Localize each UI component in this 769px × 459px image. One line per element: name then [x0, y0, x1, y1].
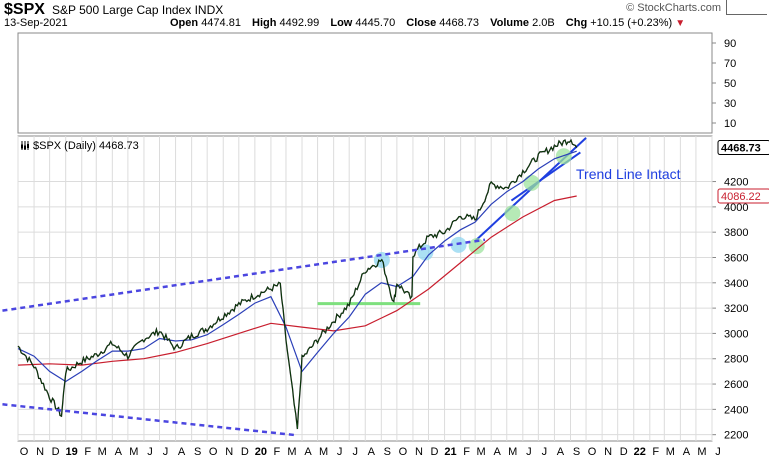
x-tick-label: S — [573, 446, 580, 458]
x-tick-label: D — [431, 446, 439, 458]
highlight-circle — [555, 148, 572, 165]
value-tag-box — [717, 140, 769, 156]
x-tick-label: 21 — [444, 446, 456, 458]
x-tick-label: S — [194, 446, 201, 458]
x-tick-label: 20 — [255, 446, 267, 458]
chart-header: $SPX S&P 500 Large Cap Index INDX 13-Sep… — [0, 0, 769, 30]
x-tick-label: N — [604, 446, 612, 458]
x-tick-label: O — [399, 446, 408, 458]
highlight-circle — [523, 174, 540, 191]
x-tick-label: A — [368, 446, 376, 458]
x-tick-label: M — [287, 446, 296, 458]
x-tick-label: A — [557, 446, 565, 458]
x-tick-label: F — [274, 446, 281, 458]
short-moving-average-line — [17, 150, 577, 383]
upper-y-tick-label: 10 — [724, 118, 736, 130]
symbol-description: S&P 500 Large Cap Index INDX — [52, 3, 224, 17]
chart-menu-corner[interactable] — [726, 0, 767, 15]
price-y-tick-label: 4200 — [724, 177, 748, 189]
upper-indicator-panel: 10 30 50 70 90 — [17, 32, 736, 134]
x-tick-label: O — [209, 446, 218, 458]
x-tick-label: J — [352, 446, 358, 458]
highlight-circle — [504, 205, 521, 222]
price-legend-label: $SPX (Daily) 4468.73 — [33, 140, 139, 152]
x-tick-label: J — [163, 446, 169, 458]
x-tick-label: N — [225, 446, 233, 458]
chart-date: 13-Sep-2021 — [4, 17, 68, 29]
down-arrow-icon: ▼ — [675, 18, 686, 29]
long-moving-average-line — [17, 195, 577, 366]
upper-y-tick-label: 90 — [724, 38, 736, 50]
plot-area — [17, 137, 587, 430]
x-tick-label: M — [129, 446, 138, 458]
x-tick-label: O — [20, 446, 29, 458]
x-tick-label: M — [508, 446, 517, 458]
value-tag-label: 4086.22 — [721, 191, 761, 203]
x-tick-label: D — [620, 446, 628, 458]
price-y-tick-label: 2600 — [724, 379, 748, 391]
highlight-circle — [468, 238, 485, 255]
symbol-title: $SPX — [4, 1, 45, 18]
upper-y-tick-label: 70 — [724, 58, 736, 70]
price-y-tick-label: 2200 — [724, 430, 748, 442]
x-tick-label: A — [304, 446, 312, 458]
x-tick-label: A — [178, 446, 186, 458]
x-tick-label: F — [84, 446, 91, 458]
price-panel: 2200 2400 2600 2800 3000 3200 3400 3600 3800 4000… — [2, 135, 769, 458]
x-tick-label: J — [526, 446, 532, 458]
price-y-tick-label: 3200 — [724, 303, 748, 315]
x-tick-label: F — [463, 446, 470, 458]
x-tick-label: 19 — [66, 446, 78, 458]
price-y-tick-label: 3400 — [724, 278, 748, 290]
price-y-tick-label: 3800 — [724, 227, 748, 239]
quote-summary: Open 4474.81 High 4492.99 Low 4445.70 Cl… — [170, 17, 686, 29]
trend-line-annotation: Trend Line Intact — [576, 166, 681, 182]
x-tick-label: J — [147, 446, 153, 458]
x-tick-label: A — [683, 446, 691, 458]
price-y-tick-label: 2400 — [724, 404, 748, 416]
x-tick-label: M — [319, 446, 328, 458]
x-tick-label: O — [588, 446, 597, 458]
upper-y-tick-label: 30 — [724, 98, 736, 110]
upper-panel-frame — [17, 32, 713, 134]
x-tick-label: A — [115, 446, 123, 458]
x-tick-label: J — [337, 446, 343, 458]
x-tick-label: M — [477, 446, 486, 458]
x-tick-label: S — [384, 446, 391, 458]
price-y-tick-label: 4000 — [724, 202, 748, 214]
x-tick-label: A — [494, 446, 502, 458]
x-tick-label: N — [415, 446, 423, 458]
value-tag-label: 4468.73 — [721, 143, 761, 155]
price-y-tick-label: 3000 — [724, 328, 748, 340]
x-tick-label: M — [697, 446, 706, 458]
x-tick-label: J — [542, 446, 548, 458]
lower-dashed-trend — [2, 403, 298, 437]
x-tick-label: F — [652, 446, 659, 458]
copyright: © StockCharts.com — [626, 2, 721, 14]
price-y-tick-label: 3600 — [724, 252, 748, 264]
x-tick-label: M — [666, 446, 675, 458]
x-tick-label: J — [715, 446, 721, 458]
upper-y-tick-label: 50 — [724, 78, 736, 90]
x-tick-label: 22 — [634, 446, 646, 458]
x-tick-label: N — [36, 446, 44, 458]
value-tag-box — [717, 188, 769, 204]
price-y-tick-label: 2800 — [724, 354, 748, 366]
x-tick-label: D — [52, 446, 60, 458]
x-tick-label: D — [241, 446, 249, 458]
upper-dashed-trend — [2, 238, 486, 312]
x-tick-label: M — [98, 446, 107, 458]
candlestick-icon — [21, 141, 29, 150]
price-candle-overlay — [17, 139, 577, 430]
